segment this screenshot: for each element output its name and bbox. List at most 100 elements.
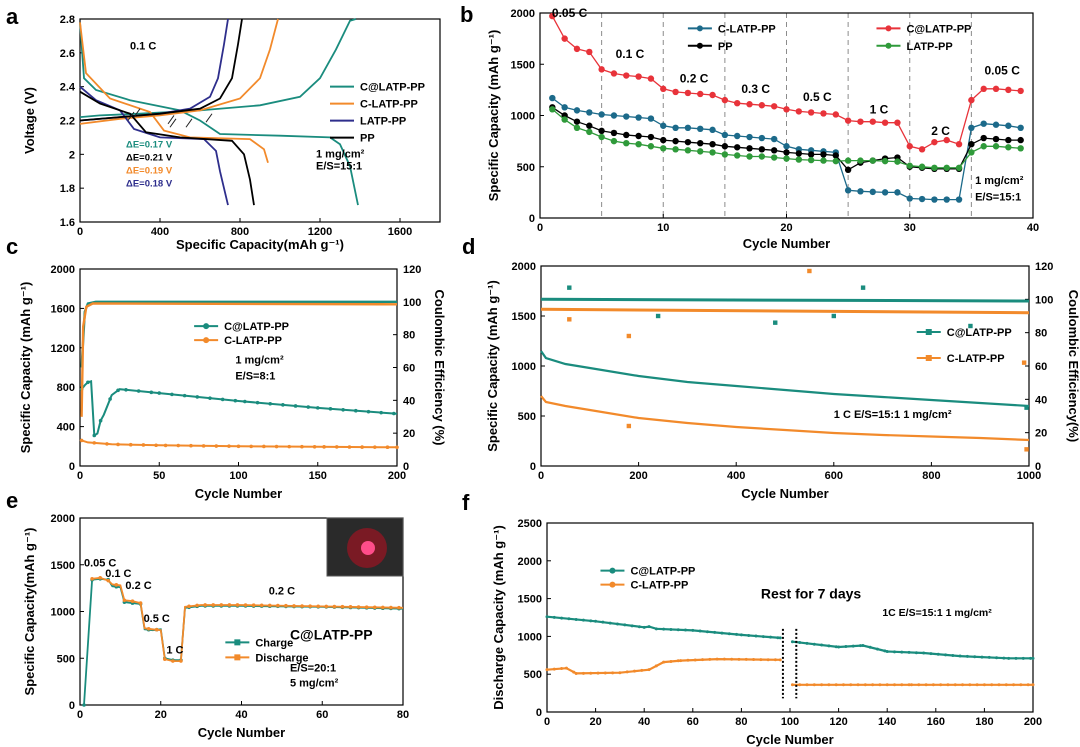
ce-curve	[540, 307, 1030, 315]
x-tick-label: 1600	[388, 226, 412, 238]
discharge-point	[662, 627, 666, 631]
discharge-point	[574, 617, 578, 621]
x-tick-label: 60	[316, 709, 328, 721]
discharge-point	[861, 643, 865, 647]
discharge-point	[564, 666, 568, 670]
rate-point	[635, 132, 642, 140]
sample-label: C@LATP-PP	[290, 627, 373, 643]
ce-outlier-point	[860, 285, 866, 290]
voltage-curve-discharge	[79, 86, 229, 206]
discharge-point	[931, 683, 935, 687]
rate-point	[906, 195, 913, 202]
chart-panel-b: 0 10 20 30 40 0 500 1000 1500 2000 Cycle Number Spe…	[486, 6, 1039, 251]
ce-outlier-point	[1024, 405, 1029, 410]
capacity-point	[389, 605, 393, 610]
discharge-point	[863, 683, 867, 687]
rate-point	[943, 196, 950, 203]
discharge-point	[1019, 683, 1023, 687]
rate-point	[635, 141, 642, 148]
rate-point	[807, 109, 815, 116]
discharge-point	[990, 683, 994, 687]
capacity-point	[116, 388, 120, 393]
y-tick-label: 800	[57, 382, 75, 394]
discharge-point	[693, 658, 697, 662]
discharge-point	[858, 644, 862, 648]
capacity-point	[397, 605, 401, 610]
capacity-point	[322, 445, 326, 449]
y2-tick-label: 40	[1035, 394, 1047, 406]
discharge-point	[798, 683, 802, 687]
capacity-point	[92, 441, 97, 445]
discharge-point	[900, 650, 904, 654]
rate-point	[758, 102, 766, 109]
discharge-point	[752, 658, 756, 662]
discharge-point	[747, 633, 751, 637]
rate-point	[586, 109, 593, 116]
discharge-point	[715, 657, 719, 661]
rate-point	[918, 163, 926, 170]
capacity-point	[154, 443, 158, 448]
es-annotation: E/S=8:1	[235, 370, 275, 382]
rate-point	[968, 149, 975, 156]
rate-point	[894, 119, 901, 126]
capacity-point	[395, 445, 399, 450]
discharge-point	[939, 683, 943, 687]
rate-label: 0.05 C	[552, 6, 588, 20]
discharge-point	[623, 623, 627, 627]
discharge-point	[676, 659, 680, 663]
pointer-arrow	[133, 108, 141, 118]
voltage-curve-charge	[79, 18, 357, 118]
chart-panel-f: 0 20 40 60 80 100 120 140 160 180 2000500100015002…	[491, 518, 1042, 747]
discharge-point	[761, 635, 765, 639]
y2-axis-label: Coulombic Efficiency (%)	[432, 289, 447, 445]
rate-point	[672, 137, 679, 145]
discharge-point	[727, 632, 731, 636]
rate-point	[807, 151, 815, 158]
y-tick-label: 2000	[51, 513, 75, 525]
y-tick-label: 2.2	[60, 116, 75, 128]
rate-label: 0.1 C	[105, 568, 131, 580]
y-tick-label: 1000	[51, 607, 75, 619]
rate-point	[549, 12, 556, 20]
discharge-point	[875, 647, 879, 651]
discharge-point	[1004, 683, 1008, 687]
panel-letter-e: e	[6, 488, 18, 513]
x-tick-label: 0	[77, 226, 83, 238]
rate-point	[684, 89, 692, 97]
y-tick-label: 500	[524, 669, 542, 681]
discharge-point	[878, 683, 882, 687]
capacity-point	[316, 604, 321, 609]
discharge-point	[871, 683, 875, 687]
discharge-point	[973, 655, 977, 659]
rate-point	[844, 187, 852, 194]
rate-point	[1005, 122, 1012, 129]
legend-f-0-marker	[609, 567, 616, 574]
capacity-point	[201, 444, 206, 448]
capacity-point	[287, 444, 292, 449]
legend-e-0-label: Charge	[255, 637, 293, 649]
loading-annotation: 1 mg/cm²	[975, 175, 1024, 187]
pointer-arrow	[205, 113, 213, 123]
y-tick-label: 2500	[518, 518, 542, 530]
y-tick-label: 400	[57, 422, 75, 434]
discharge-point	[953, 683, 957, 687]
x-tick-label: 0	[537, 222, 543, 234]
rate-point	[549, 94, 556, 102]
legend-b-3-marker	[885, 42, 892, 49]
capacity-point	[347, 445, 352, 449]
discharge-point	[868, 645, 872, 649]
rate-point	[684, 138, 692, 146]
discharge-point	[713, 630, 717, 634]
discharge-point	[769, 635, 773, 639]
capacity-point	[79, 438, 84, 443]
panel-letter-a: a	[6, 4, 19, 29]
x-tick-label: 30	[904, 222, 916, 234]
rate-point	[709, 91, 716, 99]
rate-point	[770, 154, 778, 161]
panel-letter-d: d	[462, 234, 475, 259]
rate-point	[610, 137, 618, 145]
discharge-point	[759, 658, 763, 662]
discharge-point	[997, 683, 1001, 687]
ce-outlier-point	[831, 313, 836, 319]
rate-point	[894, 158, 901, 165]
